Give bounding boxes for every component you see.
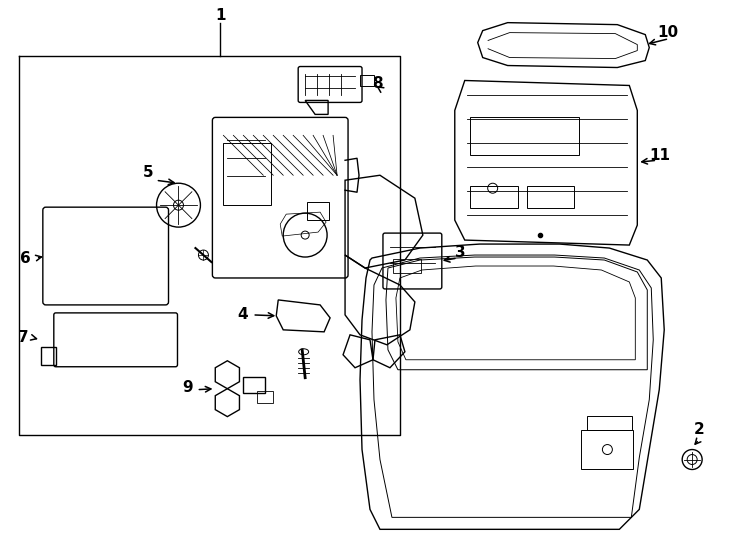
Bar — [307, 202, 329, 220]
Text: 1: 1 — [215, 8, 225, 23]
Text: 3: 3 — [455, 245, 465, 260]
Text: 4: 4 — [238, 307, 248, 322]
Bar — [393, 259, 421, 273]
Bar — [223, 143, 272, 205]
Bar — [581, 430, 633, 469]
Text: 8: 8 — [372, 76, 382, 91]
Bar — [526, 186, 575, 208]
Text: 7: 7 — [18, 330, 29, 345]
Bar — [470, 117, 579, 156]
Text: 5: 5 — [143, 165, 154, 180]
Bar — [258, 390, 273, 403]
Text: 6: 6 — [20, 251, 31, 266]
Bar — [243, 377, 265, 393]
Bar — [470, 186, 517, 208]
Bar — [587, 416, 632, 430]
Text: 10: 10 — [657, 25, 678, 40]
Text: 2: 2 — [694, 422, 705, 437]
Text: 9: 9 — [182, 380, 192, 395]
Text: 11: 11 — [650, 148, 670, 163]
Bar — [360, 75, 374, 86]
